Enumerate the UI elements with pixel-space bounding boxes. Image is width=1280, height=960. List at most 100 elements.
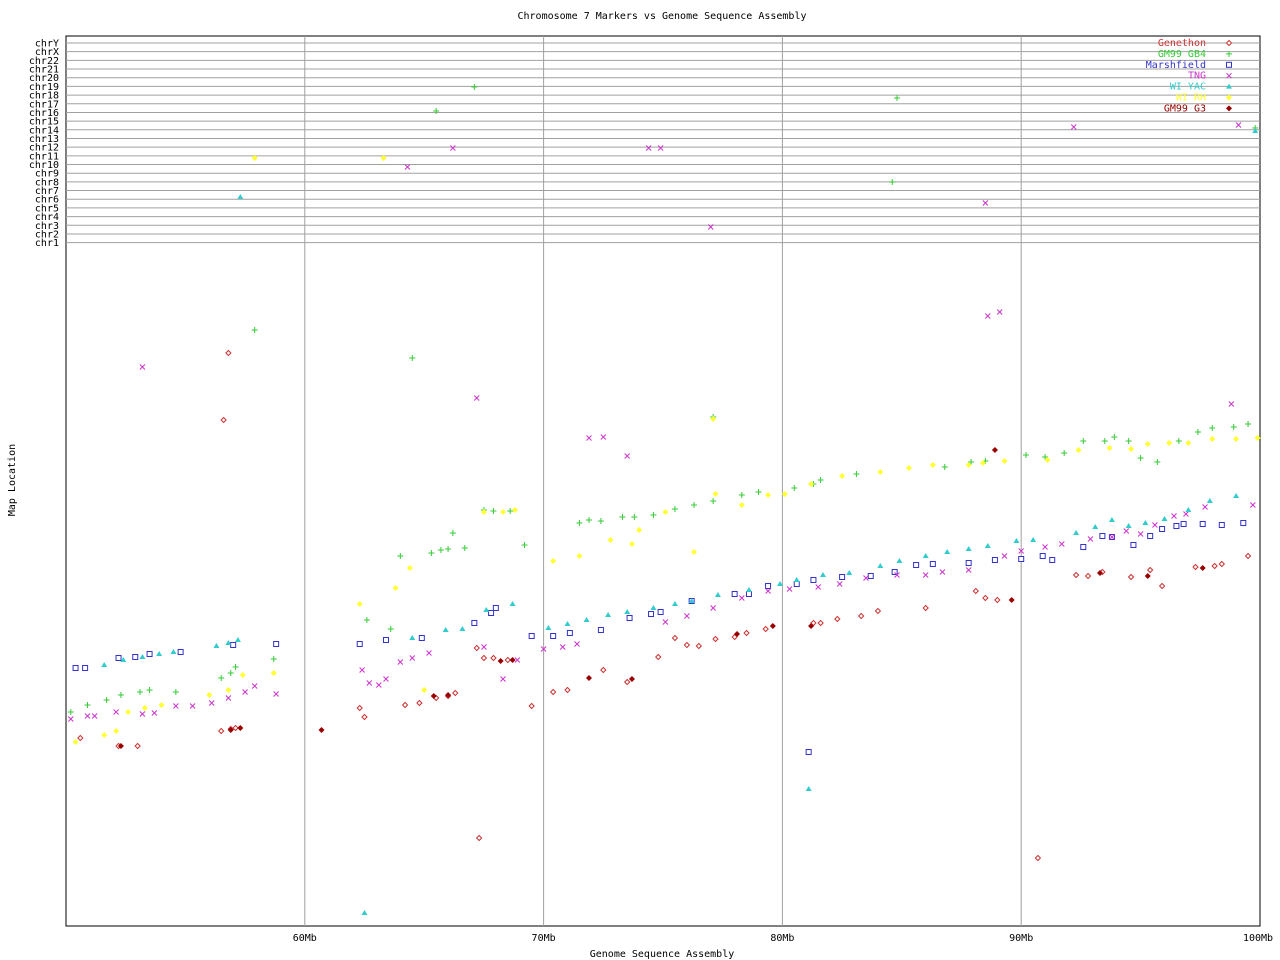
data-point	[671, 634, 679, 642]
data-point	[1161, 516, 1168, 521]
data-point	[232, 724, 239, 732]
data-point	[67, 709, 74, 715]
data-point	[743, 629, 750, 637]
data-point	[922, 553, 929, 558]
data-point	[488, 610, 495, 616]
data-point	[691, 502, 698, 508]
data-point	[480, 509, 487, 515]
data-point	[1101, 438, 1108, 444]
data-point	[574, 641, 580, 647]
data-point	[922, 572, 929, 578]
data-point	[511, 507, 518, 513]
data-point	[586, 435, 592, 441]
x-tick-label: 70Mb	[532, 933, 556, 944]
chr-tick-label: chr10	[29, 160, 59, 171]
data-point	[1073, 530, 1080, 535]
data-point	[1218, 522, 1225, 528]
data-point	[461, 545, 468, 551]
data-point	[77, 734, 84, 742]
data-point	[356, 601, 363, 607]
data-point	[430, 693, 437, 699]
series-group	[72, 155, 1261, 745]
x-axis-label: Genome Sequence Assembly	[590, 949, 735, 960]
data-point	[619, 514, 626, 520]
data-point	[793, 577, 800, 582]
data-point	[712, 635, 719, 643]
data-point	[817, 477, 824, 483]
series-group	[77, 349, 1252, 862]
data-point	[445, 692, 452, 698]
data-point	[1226, 72, 1232, 79]
data-point	[528, 633, 535, 639]
data-point	[671, 506, 678, 512]
data-point	[120, 657, 127, 662]
data-point	[671, 601, 678, 606]
data-point	[113, 728, 120, 734]
data-point	[251, 327, 258, 333]
data-point	[409, 655, 416, 661]
data-point	[922, 604, 929, 612]
data-point	[375, 682, 382, 688]
data-point	[1175, 438, 1182, 444]
data-point	[585, 517, 592, 523]
data-point	[1254, 435, 1261, 441]
data-point	[710, 605, 717, 611]
data-point	[497, 658, 504, 664]
data-point	[631, 514, 638, 520]
chr-tick-label: chr5	[35, 203, 59, 214]
data-point	[101, 732, 108, 738]
data-point	[965, 560, 972, 566]
data-point	[218, 675, 225, 681]
chr-tick-label: chr14	[29, 125, 59, 136]
data-point	[416, 699, 423, 707]
data-point	[146, 687, 153, 693]
data-point	[786, 586, 793, 592]
data-point	[1092, 524, 1099, 529]
data-point	[1108, 517, 1115, 522]
data-point	[1075, 447, 1082, 453]
data-point	[172, 703, 179, 709]
data-point	[583, 617, 590, 622]
data-point	[1209, 436, 1216, 442]
data-point	[808, 481, 815, 487]
data-point	[710, 498, 717, 504]
data-point	[158, 702, 165, 708]
grid-lines	[66, 36, 1260, 926]
x-tick-label: 90Mb	[1009, 933, 1033, 944]
data-point	[628, 541, 635, 547]
data-point	[1080, 438, 1087, 444]
data-point	[113, 709, 120, 715]
chr-tick-label: chr4	[35, 212, 59, 223]
data-point	[805, 749, 812, 755]
data-point	[1147, 533, 1154, 539]
data-point	[1087, 536, 1094, 542]
data-point	[500, 509, 507, 515]
data-point	[815, 584, 822, 590]
data-point	[648, 611, 655, 617]
data-point	[206, 692, 213, 698]
data-point	[449, 530, 456, 536]
data-point	[996, 309, 1003, 315]
data-point	[132, 654, 139, 660]
data-point	[1225, 39, 1233, 47]
data-point	[550, 558, 557, 564]
data-point	[220, 416, 227, 424]
chr-tick-label: chr15	[29, 117, 59, 128]
chr-tick-label: chr2	[35, 229, 59, 240]
chart-title: Chromosome 7 Markers vs Genome Sequence …	[518, 11, 807, 22]
legend-label: GM99 G3	[1164, 103, 1206, 114]
data-point	[1137, 531, 1144, 537]
data-point	[1185, 507, 1192, 512]
data-point	[1144, 573, 1151, 579]
data-point	[650, 512, 657, 518]
x-tick-label: 60Mb	[293, 933, 317, 944]
chr-tick-label: chr18	[29, 91, 59, 102]
data-point	[189, 703, 196, 709]
data-point	[1080, 544, 1087, 550]
data-point	[605, 612, 612, 617]
data-point	[1142, 520, 1149, 525]
data-point	[1049, 557, 1056, 563]
x-tick-label: 80Mb	[770, 933, 794, 944]
data-point	[738, 502, 745, 508]
